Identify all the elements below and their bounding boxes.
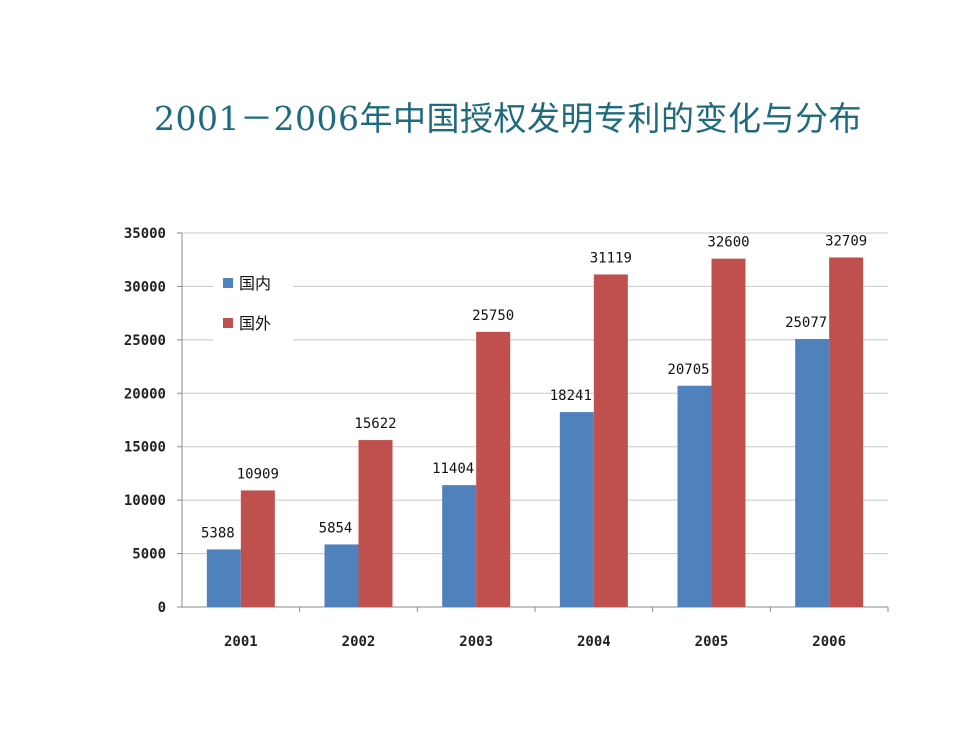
y-tick-label: 35000 <box>124 226 166 242</box>
data-label: 20705 <box>667 362 709 378</box>
y-tick-label: 20000 <box>124 386 166 402</box>
bars <box>206 257 864 607</box>
data-label: 5854 <box>319 520 353 536</box>
x-category-label: 2003 <box>459 634 493 650</box>
data-label: 10909 <box>237 466 279 482</box>
legend-swatch <box>223 318 233 328</box>
axes <box>181 233 889 612</box>
bar-domestic <box>559 412 594 607</box>
data-label: 25077 <box>785 315 827 331</box>
data-label: 18241 <box>550 388 592 404</box>
y-tick-label: 5000 <box>132 547 166 563</box>
legend-label: 国外 <box>239 314 271 333</box>
y-tick-label: 10000 <box>124 493 166 509</box>
x-category-label: 2004 <box>577 634 611 650</box>
bar-foreign <box>240 490 275 607</box>
legend-swatch <box>223 278 233 288</box>
gridlines <box>182 232 888 555</box>
data-label: 15622 <box>354 416 396 432</box>
y-tick-label: 30000 <box>124 279 166 295</box>
bar-foreign <box>593 274 628 607</box>
bar-foreign <box>829 257 864 607</box>
x-category-label: 2005 <box>695 634 729 650</box>
x-category-label: 2006 <box>812 634 846 650</box>
legend-label: 国内 <box>239 274 271 293</box>
data-label: 32709 <box>825 233 867 249</box>
y-tick-label: 0 <box>158 600 166 616</box>
bar-foreign <box>358 440 393 607</box>
bar-domestic <box>795 339 830 607</box>
page-title: 2001－2006年中国授权发明专利的变化与分布 <box>154 99 862 138</box>
y-tick-label: 25000 <box>124 333 166 349</box>
data-label: 31119 <box>590 250 632 266</box>
x-category-label: 2001 <box>224 634 258 650</box>
bar-domestic <box>442 485 477 607</box>
bar-foreign <box>476 331 511 607</box>
data-label: 5388 <box>201 525 235 541</box>
bar-domestic <box>677 385 712 607</box>
bar-domestic <box>206 549 241 607</box>
y-tick-label: 15000 <box>124 440 166 456</box>
data-label: 11404 <box>432 461 474 477</box>
x-category-label: 2002 <box>342 634 376 650</box>
y-axis-ticks: 0 5000 10000 15000 20000 25000 30000 35000 <box>124 226 182 616</box>
bar-domestic <box>324 544 359 607</box>
data-labels: 5388 10909 5854 15622 11404 25750 18241 31119 20… <box>201 233 867 541</box>
bar-foreign <box>711 258 746 607</box>
data-label: 25750 <box>472 308 514 324</box>
x-axis-categories: 2001 2002 2003 2004 2005 2006 <box>224 634 846 650</box>
data-label: 32600 <box>707 235 749 251</box>
